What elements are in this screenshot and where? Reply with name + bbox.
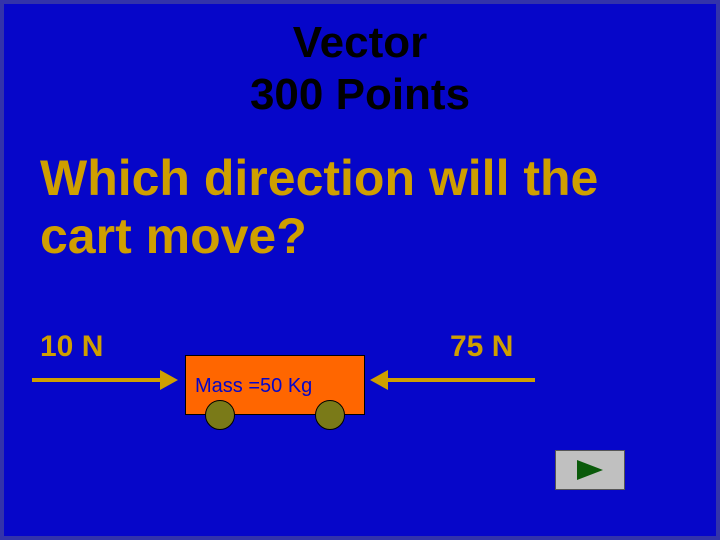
force-right-arrow-line <box>385 378 535 382</box>
question-text: Which direction will the cart move? <box>40 150 680 265</box>
force-left-arrow-head <box>160 370 178 390</box>
title-line-1: Vector <box>0 18 720 68</box>
force-right-label: 75 N <box>450 330 513 364</box>
cart-mass-label: Mass =50 Kg <box>195 375 312 398</box>
force-right-arrow-head <box>370 370 388 390</box>
next-button[interactable] <box>555 450 625 490</box>
force-left-label: 10 N <box>40 330 103 364</box>
play-icon <box>575 458 605 482</box>
force-left-arrow-line <box>32 378 162 382</box>
title-line-2: 300 Points <box>0 70 720 120</box>
cart-wheel-left <box>205 400 235 430</box>
slide: Vector 300 Points Which direction will t… <box>0 0 720 540</box>
cart-wheel-right <box>315 400 345 430</box>
